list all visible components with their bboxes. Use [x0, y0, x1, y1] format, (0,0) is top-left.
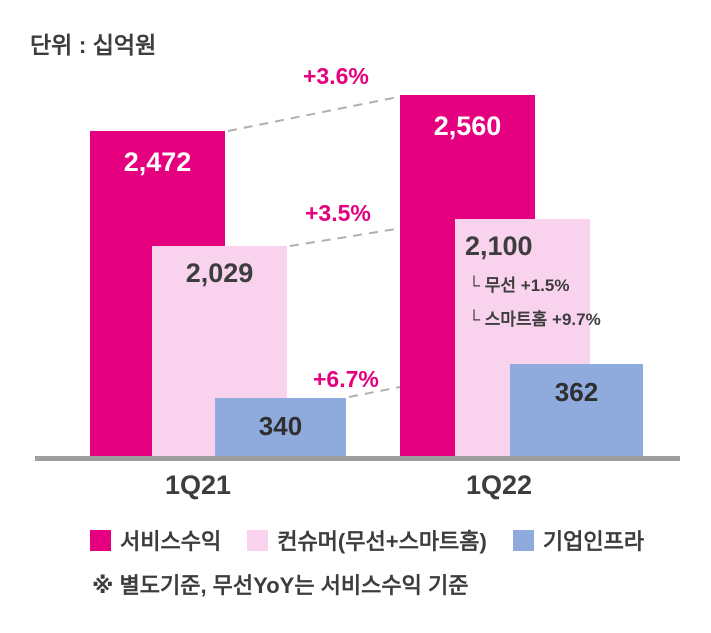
growth-label-service: +3.6%	[303, 63, 369, 89]
growth-label-infra: +6.7%	[313, 366, 379, 392]
bar-value-consumer-1q22: 2,100	[465, 231, 533, 261]
bar-value-infra-1q21: 340	[258, 411, 303, 441]
category-label-1q22: 1Q22	[465, 470, 533, 500]
unit-label: 단위 : 십억원	[30, 32, 157, 58]
legend-item-consumer: 컨슈머(무선+스마트홈)	[247, 524, 487, 556]
x-axis-line	[35, 456, 680, 461]
legend-swatch-service	[90, 529, 111, 551]
legend-item-infra: 기업인프라	[512, 524, 645, 556]
annotation-smarthome-yoy: └ 스마트홈 +9.7%	[468, 310, 601, 329]
bar-infra-1q22: 362	[510, 364, 643, 458]
legend-label-consumer: 컨슈머(무선+스마트홈)	[277, 529, 487, 554]
bar-value-service-1q22: 2,560	[433, 111, 502, 141]
footnote: ※ 별도기준, 무선YoY는 서비스수익 기준	[92, 573, 469, 598]
category-label-1q21: 1Q21	[164, 470, 232, 500]
annotation-wireless-yoy: └ 무선 +1.5%	[468, 276, 570, 295]
legend-label-service: 서비스수익	[120, 529, 222, 554]
legend: 서비스수익 컨슈머(무선+스마트홈) 기업인프라	[90, 524, 644, 556]
consumer-1q22-detail: 2,100 └ 무선 +1.5% └ 스마트홈 +9.7%	[455, 219, 601, 330]
legend-swatch-infra	[512, 529, 534, 551]
bar-value-consumer-1q21: 2,029	[185, 258, 254, 288]
legend-item-service: 서비스수익	[90, 524, 221, 556]
legend-swatch-consumer	[247, 529, 269, 551]
growth-label-consumer: +3.5%	[305, 200, 371, 226]
bar-value-infra-1q22: 362	[554, 377, 599, 407]
bar-value-service-1q21: 2,472	[123, 147, 192, 177]
bar-infra-1q21: 340	[215, 398, 346, 458]
legend-label-infra: 기업인프라	[542, 529, 645, 554]
